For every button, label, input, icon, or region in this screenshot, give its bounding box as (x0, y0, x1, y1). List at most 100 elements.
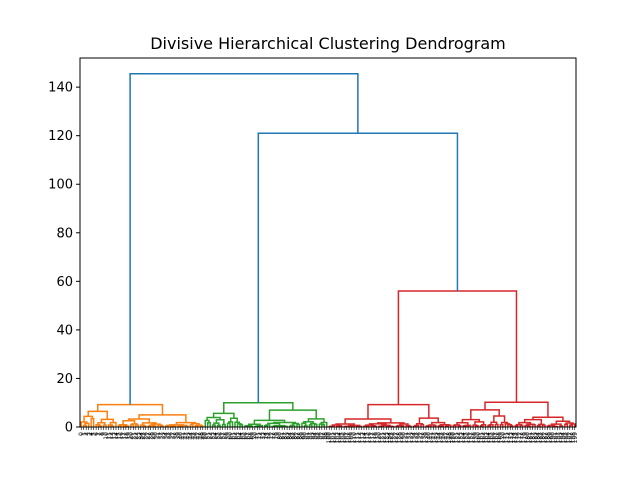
leaf-label: 73 (259, 432, 266, 440)
leaf-label: 149 (448, 432, 455, 444)
leaf-label: 147 (443, 432, 450, 444)
leaf-label: 189 (547, 432, 554, 444)
leaf-label: 45 (190, 432, 197, 440)
dendrogram-link (470, 409, 500, 420)
dendrogram-link (488, 423, 494, 427)
dendrogram-link (532, 416, 564, 422)
dendrogram-link (135, 424, 140, 427)
leaf-label: 186 (540, 432, 547, 444)
leaf-label: 70 (252, 432, 259, 440)
dendrogram-link (189, 424, 194, 427)
leaf-label: 124 (386, 432, 393, 444)
leaf-label: 140 (425, 432, 432, 444)
leaf-label: 77 (269, 432, 276, 440)
dendrogram-link (308, 424, 313, 427)
leaf-label: 159 (473, 432, 480, 444)
leaf-label: 29 (150, 432, 157, 440)
leaf-label: 129 (398, 432, 405, 444)
leaf-label: 153 (458, 432, 465, 444)
dendrogram-link (296, 423, 301, 427)
leaf-label: 121 (378, 432, 385, 444)
leaf-label: 193 (557, 432, 564, 444)
leaf-label: 102 (331, 432, 338, 444)
dendrogram-link (457, 424, 462, 427)
leaf-label: 130 (401, 432, 408, 444)
leaf-label: 144 (435, 432, 442, 444)
leaf-label: 173 (507, 432, 514, 444)
dendrogram-link (206, 422, 211, 427)
dendrogram-link (381, 424, 391, 427)
y-tick-label: 60 (56, 275, 73, 290)
dendrogram-link (414, 424, 420, 427)
leaf-label: 69 (249, 432, 256, 440)
dendrogram-link (335, 423, 355, 426)
dendrogram-link (479, 424, 484, 427)
leaf-label: 168 (495, 432, 502, 444)
leaf-label: 176 (515, 432, 522, 444)
leaf-label: 194 (559, 432, 566, 444)
leaf-label: 115 (363, 432, 370, 444)
dendrogram-link (236, 423, 242, 427)
y-tick-label: 120 (48, 129, 73, 144)
y-tick-label: 100 (48, 178, 73, 193)
leaf-label: 49 (200, 432, 207, 440)
leaf-label: 131 (403, 432, 410, 444)
plot-frame (79, 57, 577, 428)
leaf-label: 92 (306, 432, 313, 440)
leaf-label: 98 (321, 432, 328, 440)
leaf-label: 27 (145, 432, 152, 440)
dendrogram-link (291, 422, 299, 426)
leaf-label: 87 (294, 432, 301, 440)
leaf-label: 99 (324, 432, 331, 440)
dendrogram-link (234, 421, 241, 427)
dendrogram-link (377, 422, 405, 424)
leaf-label: 1 (81, 432, 88, 436)
leaf-label: 101 (329, 432, 336, 444)
leaf-label: 56 (217, 432, 224, 440)
leaf-label: 81 (279, 432, 286, 440)
y-tick-label: 80 (56, 226, 73, 241)
leaf-label: 23 (135, 432, 142, 440)
leaf-label: 160 (475, 432, 482, 444)
leaf-label: 95 (314, 432, 321, 440)
leaf-label: 96 (316, 432, 323, 440)
leaf-label: 3 (86, 432, 93, 436)
leaf-label: 50 (202, 432, 209, 440)
leaf-label: 41 (180, 432, 187, 440)
leaf-label: 10 (103, 432, 110, 440)
dendrogram-link (211, 424, 216, 427)
leaf-label: 37 (170, 432, 177, 440)
dendrogram-link (96, 403, 164, 415)
leaf-label: 28 (148, 432, 155, 440)
leaf-label: 164 (485, 432, 492, 444)
plot-area (80, 73, 576, 428)
leaf-label: 133 (408, 432, 415, 444)
leaf-label: 109 (349, 432, 356, 444)
leaf-label: 89 (299, 432, 306, 440)
leaf-label: 106 (341, 432, 348, 444)
leaf-label: 118 (371, 432, 378, 444)
leaf-label: 75 (264, 432, 271, 440)
leaf-label: 126 (391, 432, 398, 444)
leaf-label: 172 (505, 432, 512, 444)
leaf-label: 188 (544, 432, 551, 444)
leaf-label: 55 (215, 432, 222, 440)
leaf-label: 166 (490, 432, 497, 444)
leaf-label: 82 (282, 432, 289, 440)
dendrogram-link (223, 401, 294, 414)
dendrogram-link (547, 424, 556, 427)
dendrogram-link (309, 422, 317, 425)
leaf-label: 68 (247, 432, 254, 440)
leaf-label: 178 (520, 432, 527, 444)
leaf-label: 24 (138, 432, 145, 440)
root-link (129, 73, 359, 405)
leaf-label: 12 (108, 432, 115, 440)
leaf-label: 157 (468, 432, 475, 444)
leaf-label: 197 (567, 432, 574, 444)
leaf-label: 120 (376, 432, 383, 444)
y-tick-label: 140 (48, 81, 73, 96)
leaf-label: 112 (356, 432, 363, 444)
dendrogram-link (95, 423, 101, 427)
leaf-label: 58 (222, 432, 229, 440)
leaf-label: 138 (420, 432, 427, 444)
